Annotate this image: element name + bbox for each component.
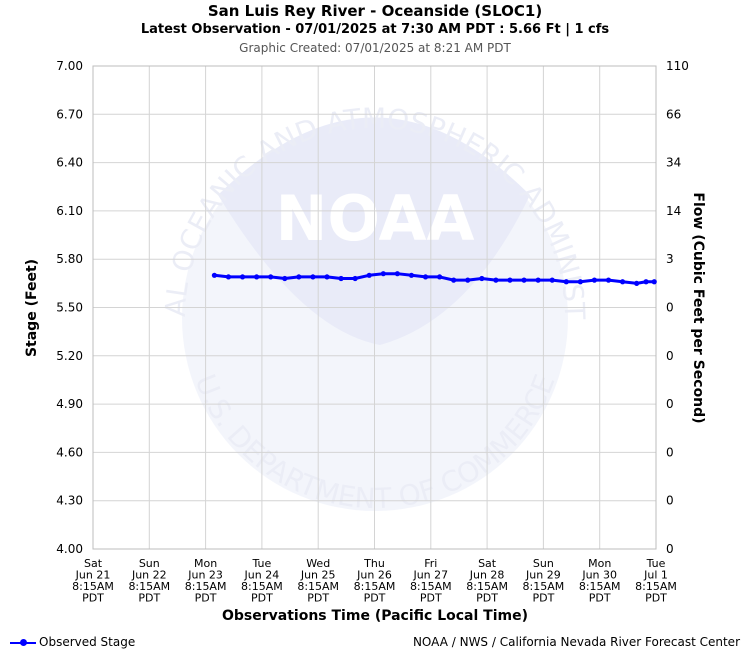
data-point	[310, 274, 316, 280]
x-tick-label: Sun Jun 29 8:15AM PDT	[523, 557, 565, 605]
data-point	[651, 279, 657, 285]
series-observed-stage	[211, 271, 657, 286]
x-tick-label: Fri Jun 27 8:15AM PDT	[410, 557, 452, 605]
x-tick-label: Sat Jun 28 8:15AM PDT	[466, 557, 508, 605]
data-point	[451, 277, 457, 283]
y-right-tick-label: 0	[666, 301, 674, 315]
data-point	[211, 272, 217, 278]
data-point	[282, 275, 288, 282]
data-point	[549, 277, 555, 283]
plot-border	[92, 65, 657, 550]
chart-title: San Luis Rey River - Oceanside (SLOC1)	[207, 2, 543, 20]
x-tick-label: Sat Jun 21 8:15AM PDT	[72, 557, 114, 605]
data-point	[507, 277, 513, 283]
y-right-tick-label: 0	[666, 349, 674, 363]
data-point	[254, 274, 260, 280]
y-tick-label: 4.90	[56, 397, 83, 411]
x-axis: Sat Jun 21 8:15AM PDT Sun Jun 22 8:15AM PDT Mon J…	[72, 557, 677, 605]
y-right-tick-label: 110	[666, 59, 689, 73]
data-point	[591, 277, 598, 283]
latest-observation: Latest Observation - 07/01/2025 at 7:30 …	[140, 22, 610, 37]
data-point	[408, 272, 415, 278]
y-right-tick-label: 0	[666, 397, 674, 411]
x-tick-label: Wed Jun 25 8:15AM PDT	[297, 557, 339, 605]
data-point	[465, 277, 471, 283]
data-point	[394, 271, 400, 277]
graphic-created: Graphic Created: 07/01/2025 at 8:21 AM P…	[239, 41, 511, 55]
y-right-tick-label: 14	[666, 204, 681, 218]
y-right-tick-label: 0	[666, 445, 674, 459]
grid-lines	[93, 66, 656, 549]
y-tick-label: 6.10	[56, 204, 83, 218]
y-tick-label: 4.30	[56, 494, 83, 508]
data-point	[380, 271, 386, 277]
data-point	[338, 275, 344, 282]
data-point	[605, 277, 612, 283]
y-axis-title: Stage (Feet)	[24, 259, 40, 357]
y-tick-label: 5.80	[56, 252, 83, 266]
y-tick-label: 5.50	[56, 301, 83, 315]
data-point	[563, 279, 569, 285]
data-point	[225, 274, 232, 280]
legend-label: Observed Stage	[39, 635, 136, 649]
data-point	[479, 275, 485, 282]
x-tick-label: Sun Jun 22 8:15AM PDT	[128, 557, 170, 605]
y-tick-label: 5.20	[56, 349, 83, 363]
data-point	[268, 274, 274, 280]
x-axis-title: Observations Time (Pacific Local Time)	[222, 608, 528, 624]
y-tick-label: 6.70	[56, 107, 83, 121]
data-point	[436, 274, 443, 280]
y-right-tick-label: 34	[666, 156, 681, 170]
data-point	[535, 277, 541, 283]
data-point	[493, 277, 499, 283]
y-right-tick-label: 0	[666, 542, 674, 556]
noaa-logo-text: NOAA	[276, 182, 475, 255]
x-tick-label: Mon Jun 30 8:15AM PDT	[579, 557, 621, 605]
credit-text: NOAA / NWS / California Nevada River For…	[412, 635, 740, 649]
noaa-watermark: NOAA NATIONAL OCEANIC AND ATMOSPHERIC AD…	[0, 0, 591, 515]
data-point	[324, 274, 330, 280]
legend-line-icon	[10, 636, 36, 648]
x-tick-label: Tue Jul 1 8:15AM PDT	[635, 557, 677, 605]
y-tick-label: 4.00	[56, 542, 83, 556]
y-tick-label: 6.40	[56, 156, 83, 170]
data-point	[643, 279, 649, 285]
data-point	[521, 277, 527, 283]
x-tick-label: Tue Jun 24 8:15AM PDT	[241, 557, 283, 605]
y-tick-label: 7.00	[56, 59, 83, 73]
data-point	[619, 279, 626, 285]
data-point	[239, 274, 246, 280]
y-axis-right-title: Flow (Cubic Feet per Second)	[690, 192, 706, 423]
x-tick-label: Thu Jun 26 8:15AM PDT	[354, 557, 396, 605]
legend: Observed Stage	[10, 635, 135, 649]
data-point	[634, 280, 640, 286]
y-axis-right: 0 0 0 0 0 0 3 14 34 66 110	[666, 59, 689, 556]
data-point	[352, 275, 358, 282]
data-point	[422, 274, 429, 280]
y-right-tick-label: 0	[666, 494, 674, 508]
data-point	[366, 272, 372, 278]
y-axis-left: 4.00 4.30 4.60 4.90 5.20 5.50 5.80 6.10 6.40 6.70…	[56, 59, 83, 556]
y-right-tick-label: 66	[666, 107, 681, 121]
x-tick-label: Mon Jun 23 8:15AM PDT	[185, 557, 227, 605]
y-tick-label: 4.60	[56, 445, 83, 459]
data-point	[577, 279, 583, 285]
data-point	[296, 274, 302, 280]
y-right-tick-label: 3	[666, 252, 674, 266]
